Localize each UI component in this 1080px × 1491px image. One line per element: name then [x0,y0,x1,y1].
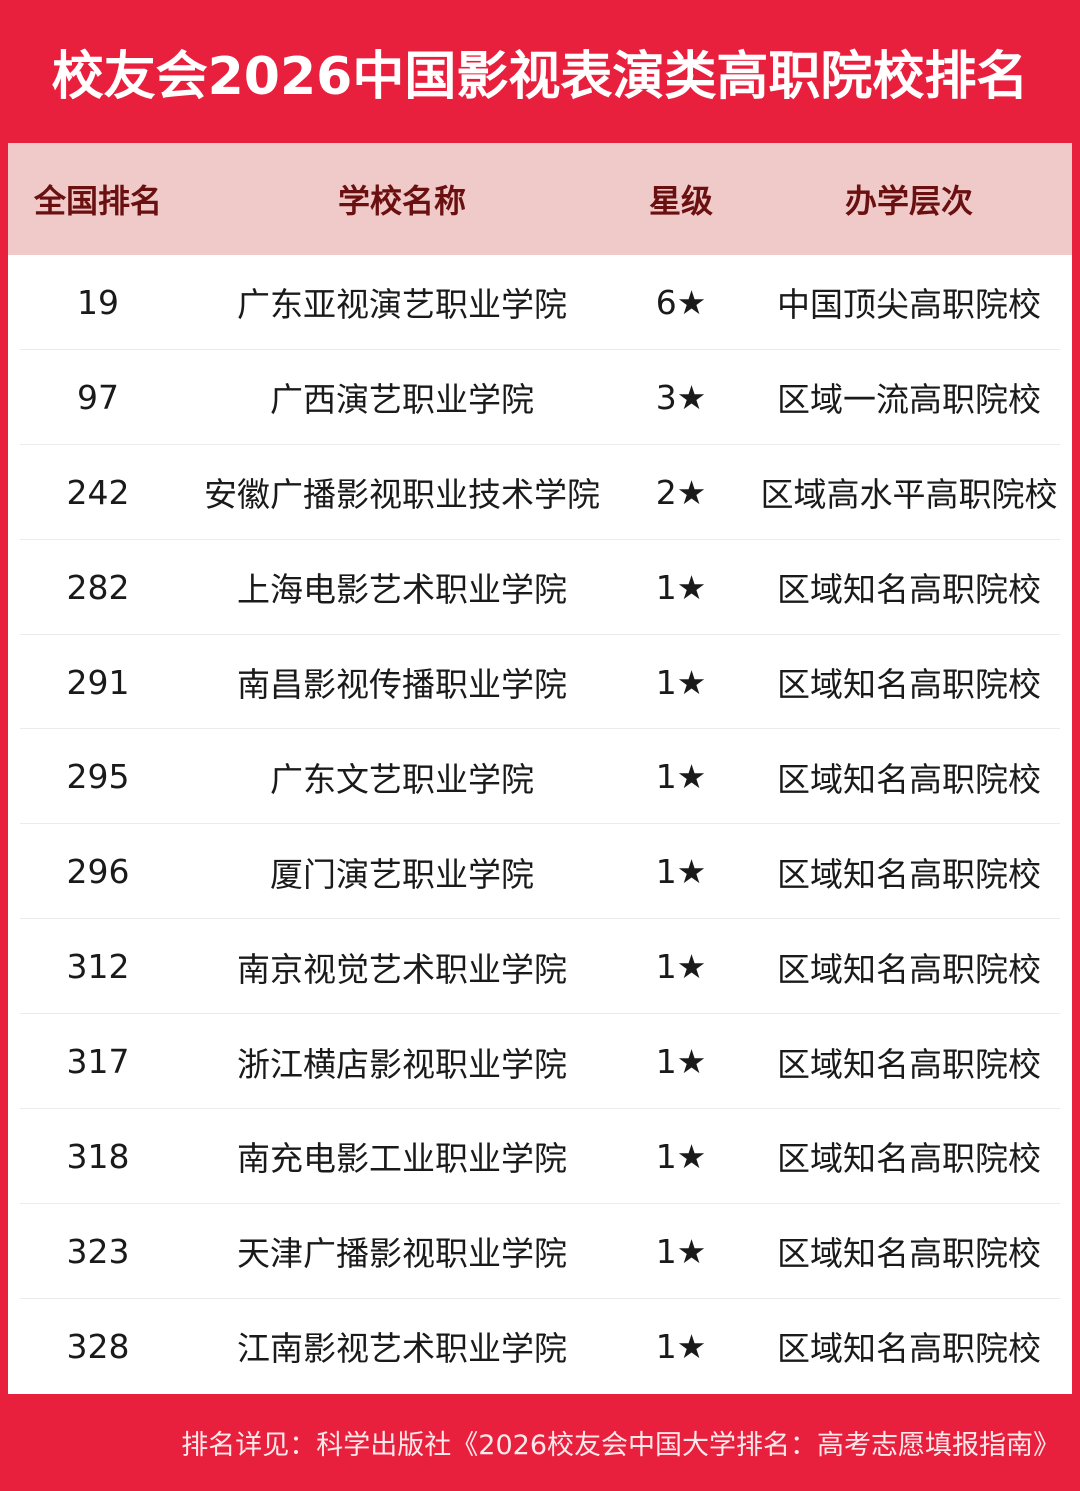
table-row: 19 广东亚视演艺职业学院 6★ 中国顶尖高职院校 [8,255,1072,350]
level-cell: 区域知名高职院校 [777,1044,1041,1084]
table-header: 全国排名 学校名称 星级 办学层次 [8,143,1072,255]
header-stars: 星级 [648,182,713,220]
source-note: 排名详见：科学出版社《2026校友会中国大学排名：高考志愿填报指南》 [181,1430,1060,1461]
school-name-cell: 南充电影工业职业学院 [237,1139,567,1179]
school-name-cell: 江南影视艺术职业学院 [237,1329,567,1369]
table-row: 242 安徽广播影视职业技术学院 2★ 区域高水平高职院校 [8,445,1072,540]
table-row: 312 南京视觉艺术职业学院 1★ 区域知名高职院校 [8,919,1072,1015]
header-school: 学校名称 [337,182,466,220]
star-cell: 1★ [655,757,707,797]
header-rank: 全国排名 [33,182,162,220]
school-name-cell: 广东亚视演艺职业学院 [237,285,567,325]
star-cell: 1★ [655,852,707,892]
star-cell: 2★ [655,472,707,512]
level-cell: 区域知名高职院校 [777,854,1041,894]
rank-cell: 317 [66,1042,130,1082]
star-cell: 1★ [655,1136,707,1176]
school-name-cell: 广东文艺职业学院 [270,759,534,799]
school-name-cell: 南昌影视传播职业学院 [237,665,567,704]
rank-cell: 19 [77,282,119,322]
table-row: 295 广东文艺职业学院 1★ 区域知名高职院校 [8,729,1072,825]
ranking-table: 全国排名 学校名称 星级 办学层次 19 广东亚视演艺职业学院 6★ 中国顶尖高职院校… [8,143,1072,1394]
level-cell: 区域知名高职院校 [777,570,1041,610]
level-cell: 区域一流高职院校 [777,380,1041,420]
rank-cell: 295 [66,757,130,797]
star-cell: 1★ [655,1042,707,1082]
level-cell: 区域知名高职院校 [777,759,1041,799]
level-cell: 中国顶尖高职院校 [777,285,1041,325]
school-name-cell: 南京视觉艺术职业学院 [237,949,567,989]
school-name-cell: 浙江横店影视职业学院 [237,1044,567,1084]
level-cell: 区域知名高职院校 [777,949,1041,989]
rank-cell: 328 [66,1326,130,1366]
star-cell: 1★ [655,1231,707,1271]
table-row: 296 厦门演艺职业学院 1★ 区域知名高职院校 [8,824,1072,920]
table-row: 317 浙江横店影视职业学院 1★ 区域知名高职院校 [8,1014,1072,1109]
star-cell: 1★ [655,947,707,987]
level-cell: 区域知名高职院校 [777,1139,1041,1179]
school-name-cell: 广西演艺职业学院 [270,380,534,420]
star-cell: 6★ [655,282,707,322]
rank-cell: 97 [77,377,119,417]
rank-cell: 323 [66,1231,130,1271]
table-body: 19 广东亚视演艺职业学院 6★ 中国顶尖高职院校 97 广西演艺职业学院 3★ 区域一流高职… [8,255,1072,1394]
rank-cell: 318 [66,1136,130,1176]
star-cell: 1★ [655,1326,707,1366]
rank-cell: 312 [66,947,130,987]
star-cell: 1★ [655,662,707,702]
level-cell: 区域知名高职院校 [777,665,1041,704]
page-title: 校友会2026中国影视表演类高职院校排名 [51,47,1029,107]
school-name-cell: 天津广播影视职业学院 [237,1234,567,1274]
table-row: 318 南充电影工业职业学院 1★ 区域知名高职院校 [8,1109,1072,1204]
table-row: 291 南昌影视传播职业学院 1★ 区域知名高职院校 [8,635,1072,730]
level-cell: 区域高水平高职院校 [760,475,1058,515]
school-name-cell: 安徽广播影视职业技术学院 [204,475,600,515]
header-level: 办学层次 [844,182,973,220]
table-row: 282 上海电影艺术职业学院 1★ 区域知名高职院校 [8,540,1072,635]
school-name-cell: 上海电影艺术职业学院 [237,570,567,610]
rank-cell: 242 [66,472,130,512]
level-cell: 区域知名高职院校 [777,1329,1041,1369]
school-name-cell: 厦门演艺职业学院 [270,854,534,894]
rank-cell: 291 [66,662,130,702]
level-cell: 区域知名高职院校 [777,1234,1041,1274]
rank-cell: 282 [66,567,130,607]
star-cell: 3★ [655,377,707,417]
table-row: 328 江南影视艺术职业学院 1★ 区域知名高职院校 [8,1299,1072,1394]
table-row: 323 天津广播影视职业学院 1★ 区域知名高职院校 [8,1204,1072,1299]
rank-cell: 296 [66,852,130,892]
table-row: 97 广西演艺职业学院 3★ 区域一流高职院校 [8,350,1072,445]
star-cell: 1★ [655,567,707,607]
